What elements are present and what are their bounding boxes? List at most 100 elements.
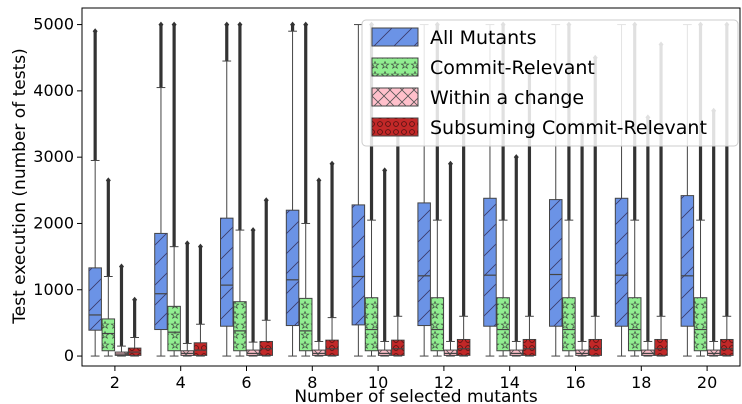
box-hatch xyxy=(365,297,378,351)
x-tick-label: 4 xyxy=(176,373,186,392)
y-tick-label: 3000 xyxy=(33,147,74,166)
box-cross-2 xyxy=(114,263,129,357)
x-tick-label: 8 xyxy=(307,373,317,392)
box-hatch xyxy=(720,339,734,356)
box-hatch xyxy=(88,267,102,331)
box-hatch xyxy=(233,301,247,351)
outlier-point xyxy=(224,21,230,28)
box-circles-10 xyxy=(391,127,405,357)
outlier-point xyxy=(382,167,388,174)
y-axis-label: Test execution (number of tests) xyxy=(10,48,30,324)
box-hatch xyxy=(615,198,628,327)
box-circles-8 xyxy=(325,160,339,357)
outlier-point xyxy=(263,197,269,204)
outlier-point xyxy=(447,160,453,167)
x-tick-label: 18 xyxy=(631,373,651,392)
x-tick-label: 16 xyxy=(565,373,585,392)
legend-label: Within a change xyxy=(430,87,584,109)
outlier-point xyxy=(171,21,177,28)
box-stars-6 xyxy=(233,21,247,357)
box-hatch xyxy=(654,339,668,356)
x-tick-label: 14 xyxy=(500,373,520,392)
box-hatch xyxy=(628,297,641,351)
box-hatch xyxy=(102,318,115,351)
box-hatch xyxy=(496,297,510,351)
outlier-point xyxy=(513,154,519,161)
box-hatch xyxy=(457,339,470,356)
box-hatch xyxy=(299,298,312,351)
box-cross-16 xyxy=(575,121,589,357)
box-hatch xyxy=(444,350,457,356)
legend-swatch-hatch xyxy=(372,88,418,106)
y-tick-label: 2000 xyxy=(33,213,74,232)
box-cross-18 xyxy=(641,114,655,357)
box-hatch xyxy=(352,204,365,325)
legend-label: All Mutants xyxy=(430,27,537,49)
box-circles-2 xyxy=(127,296,142,357)
x-axis-label: Number of selected mutants xyxy=(294,387,538,404)
box-hatch xyxy=(694,297,707,351)
outlier-point xyxy=(329,160,335,167)
outlier-point xyxy=(118,263,124,270)
box-stars-14 xyxy=(496,21,510,357)
box-hatch xyxy=(483,198,497,327)
x-tick-label: 20 xyxy=(697,373,717,392)
x-tick-label: 10 xyxy=(368,373,388,392)
box-hatch xyxy=(549,199,563,327)
box-hatch xyxy=(194,342,207,356)
box-diagonal-20 xyxy=(680,24,695,357)
box-diagonal-10 xyxy=(351,24,366,357)
outlier-point xyxy=(237,21,243,28)
box-hatch xyxy=(246,350,260,356)
legend-swatch-hatch xyxy=(372,58,418,76)
box-circles-4 xyxy=(193,243,208,357)
outlier-point xyxy=(184,240,190,247)
box-cross-8 xyxy=(312,177,326,357)
box-hatch xyxy=(523,339,536,356)
y-tick-label: 4000 xyxy=(33,81,74,100)
box-hatch xyxy=(378,350,391,356)
box-diagonal-8 xyxy=(285,21,300,357)
outlier-point xyxy=(197,243,203,250)
box-diagonal-4 xyxy=(154,21,168,357)
y-tick-label: 1000 xyxy=(33,280,74,299)
legend-label: Commit-Relevant xyxy=(430,57,595,79)
outlier-point xyxy=(158,21,164,28)
legend-swatch-hatch xyxy=(372,28,418,46)
outlier-point xyxy=(303,21,309,28)
box-diagonal-16 xyxy=(549,24,563,357)
outlier-point xyxy=(290,21,296,28)
legend-label: Subsuming Commit-Relevant xyxy=(430,117,707,139)
box-hatch xyxy=(325,340,339,356)
y-tick-label: 5000 xyxy=(33,15,74,34)
box-hatch xyxy=(431,297,444,351)
box-cross-12 xyxy=(443,160,458,357)
outlier-point xyxy=(316,177,322,184)
plot-frame xyxy=(81,7,741,367)
box-hatch xyxy=(562,297,576,351)
box-hatch xyxy=(707,350,720,356)
outlier-point xyxy=(250,227,256,234)
box-hatch xyxy=(417,202,431,326)
box-cross-6 xyxy=(246,227,260,357)
box-hatch xyxy=(312,350,326,356)
box-hatch xyxy=(510,350,523,356)
box-hatch xyxy=(391,340,405,356)
box-cross-20 xyxy=(706,107,721,357)
box-hatch xyxy=(167,306,181,351)
box-diagonal-2 xyxy=(88,28,102,357)
box-stars-2 xyxy=(101,177,116,357)
box-hatch xyxy=(220,218,234,327)
box-hatch xyxy=(575,350,589,356)
x-tick-label: 2 xyxy=(110,373,120,392)
outlier-point xyxy=(92,28,98,35)
y-tick-label: 0 xyxy=(64,346,74,365)
outlier-point xyxy=(132,296,138,303)
box-diagonal-14 xyxy=(483,24,497,357)
box-diagonal-18 xyxy=(614,24,629,357)
x-tick-label: 6 xyxy=(241,373,251,392)
box-diagonal-6 xyxy=(220,21,234,357)
box-hatch xyxy=(286,210,299,326)
outlier-point xyxy=(105,177,111,184)
box-hatch xyxy=(641,350,655,356)
